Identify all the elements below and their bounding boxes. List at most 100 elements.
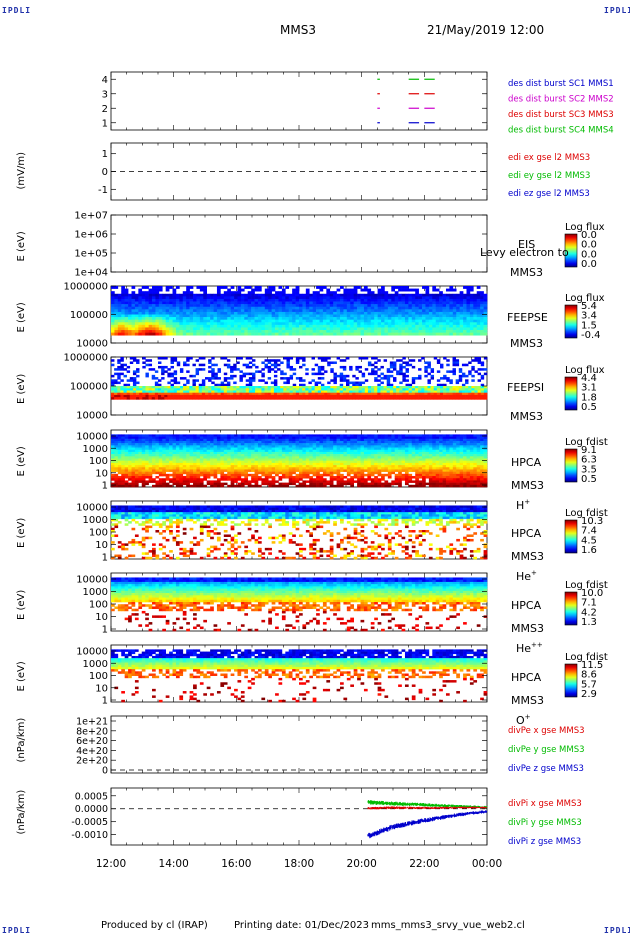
spec-cell	[196, 452, 200, 454]
spec-cell	[227, 445, 231, 447]
spec-cell	[217, 286, 221, 289]
spec-cell	[248, 291, 252, 294]
spec-cell	[343, 309, 347, 312]
spec-cell	[186, 379, 189, 382]
spec-cell	[289, 296, 293, 299]
spec-cell	[111, 379, 114, 382]
spec-cell	[477, 294, 481, 297]
spec-cell	[179, 434, 183, 436]
spec-cell	[111, 443, 115, 445]
spec-cell	[481, 377, 484, 380]
side-label: MMS3	[510, 337, 543, 350]
spec-cell	[449, 386, 452, 389]
spec-cell	[186, 439, 190, 441]
spec-cell	[330, 333, 334, 336]
spec-cell	[326, 317, 330, 320]
spec-cell	[231, 476, 235, 478]
spec-cell	[396, 393, 399, 396]
spec-cell	[138, 304, 142, 307]
spec-cell	[278, 472, 282, 474]
spec-cell	[132, 315, 136, 318]
spec-cell	[196, 459, 200, 461]
spec-cell	[214, 317, 218, 320]
spec-cell	[207, 469, 211, 471]
spec-cell	[456, 322, 460, 325]
spec-cell	[471, 393, 474, 396]
spec-cell	[323, 330, 327, 333]
spec-cell	[208, 366, 211, 369]
spec-cell	[320, 315, 324, 318]
spec-cell	[261, 463, 265, 465]
spec-cell	[233, 397, 236, 400]
spec-cell	[167, 388, 170, 391]
spec-cell	[224, 445, 228, 447]
spec-cell	[399, 370, 402, 373]
spec-cell	[114, 388, 117, 391]
spec-cell	[412, 382, 415, 385]
spec-cell	[432, 327, 436, 330]
spec-cell	[241, 302, 245, 305]
spec-cell	[190, 450, 194, 452]
spec-cell	[200, 454, 204, 456]
spec-cell	[395, 296, 399, 299]
spec-cell	[161, 388, 164, 391]
spec-cell	[155, 459, 159, 461]
spec-cell	[233, 393, 236, 396]
spec-cell	[399, 368, 402, 371]
spec-cell	[149, 476, 153, 478]
spec-cell	[446, 377, 449, 380]
spec-cell	[164, 397, 167, 400]
spec-cell	[471, 359, 474, 362]
spec-cell	[190, 312, 194, 315]
spec-cell	[305, 393, 308, 396]
spec-cell	[440, 364, 443, 367]
spec-cell	[227, 291, 231, 294]
spec-cell	[357, 320, 361, 323]
spec-cell	[207, 294, 211, 297]
spec-cell	[152, 459, 156, 461]
spec-cell	[412, 309, 416, 312]
spec-cell	[246, 395, 249, 398]
spec-cell	[241, 312, 245, 315]
spec-cell	[138, 478, 142, 480]
spec-cell	[167, 393, 170, 396]
spec-cell	[459, 368, 462, 371]
spec-cell	[176, 309, 180, 312]
spec-cell	[227, 294, 231, 297]
spec-cell	[347, 320, 351, 323]
spec-cell	[196, 388, 199, 391]
spec-cell	[251, 317, 255, 320]
spec-cell	[186, 450, 190, 452]
spec-cell	[272, 320, 276, 323]
spec-cell	[387, 386, 390, 389]
spec-cell	[155, 377, 158, 380]
spec-cell	[309, 330, 313, 333]
spec-cell	[443, 327, 447, 330]
spec-cell	[371, 312, 375, 315]
spec-cell	[456, 388, 459, 391]
spec-cell	[142, 448, 146, 450]
spec-cell	[162, 315, 166, 318]
spec-cell	[193, 309, 197, 312]
spec-cell	[186, 289, 190, 292]
spec-cell	[359, 386, 362, 389]
spec-cell	[424, 397, 427, 400]
spec-cell	[161, 368, 164, 371]
spec-cell	[138, 327, 142, 330]
spec-cell	[333, 309, 337, 312]
spec-cell	[443, 320, 447, 323]
spec-cell	[415, 299, 419, 302]
spec-cell	[214, 448, 218, 450]
spec-cell	[380, 397, 383, 400]
spec-cell	[136, 393, 139, 396]
spec-cell	[252, 388, 255, 391]
spec-cell	[268, 333, 272, 336]
spec-cell	[220, 315, 224, 318]
spec-cell	[255, 476, 259, 478]
spec-cell	[111, 437, 115, 439]
spec-cell	[220, 434, 224, 436]
spec-cell	[159, 309, 163, 312]
spec-cell	[227, 327, 231, 330]
spec-cell	[275, 480, 279, 482]
spec-cell	[261, 437, 265, 439]
